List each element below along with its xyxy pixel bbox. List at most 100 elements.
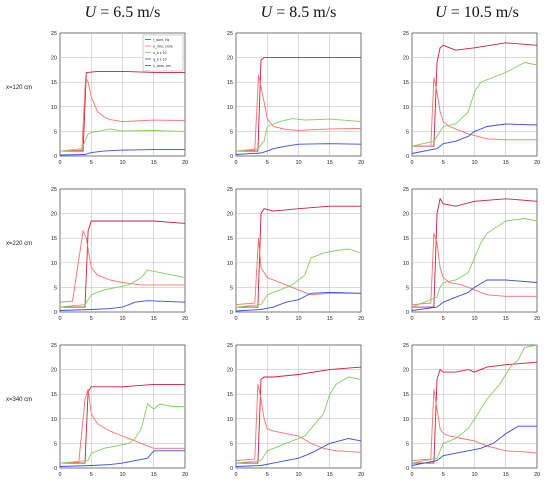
y-tick-label: 25 [227, 343, 233, 349]
series-line-green [411, 218, 538, 308]
chart-panel-6: 0 5 10 15 20 0 5 10 15 20 25 [403, 187, 540, 322]
y-tick-label: 15 [227, 80, 233, 86]
series-line-red [60, 383, 185, 464]
chart-panel-3: 0 5 10 15 20 0 5 10 15 20 25 [403, 31, 540, 166]
series-line-green [411, 62, 538, 147]
series-line-red [60, 220, 186, 308]
series-line-green [59, 128, 186, 152]
y-tick-label: 15 [403, 236, 409, 242]
x-tick-label: 15 [151, 316, 157, 322]
row-label-3: x=340 cm [6, 397, 33, 403]
y-tick-label: 10 [51, 261, 57, 267]
legend-entry: λ_dom, cm [153, 64, 171, 68]
y-tick-label: 20 [227, 56, 233, 62]
y-tick-label: 20 [403, 56, 409, 62]
y-tick-label: 5 [54, 285, 57, 291]
y-tick-label: 10 [403, 417, 409, 423]
series-line-pink [411, 233, 537, 306]
series-line-green [235, 376, 362, 464]
series-line-red [412, 42, 538, 147]
x-tick-label: 5 [90, 160, 93, 166]
y-tick-label: 0 [54, 154, 57, 160]
x-tick-label: 0 [234, 160, 237, 166]
legend-box [142, 34, 184, 72]
x-tick-label: 10 [471, 160, 477, 166]
series-line-pink [235, 384, 362, 462]
y-tick-label: 5 [230, 441, 233, 447]
legend-entry: u_k x 10 [153, 51, 167, 55]
column-value: = 6.5 m/s [96, 4, 161, 21]
series-line-red [236, 366, 362, 464]
y-tick-label: 5 [230, 285, 233, 291]
column-variable: U [260, 4, 273, 21]
series-line-pink [59, 75, 186, 152]
x-tick-label: 20 [534, 160, 540, 166]
row-label-1: x=120 cm [6, 85, 33, 91]
y-tick-label: 0 [230, 310, 233, 316]
y-tick-label: 15 [403, 392, 409, 398]
y-tick-label: 15 [403, 80, 409, 86]
y-tick-label: 10 [51, 417, 57, 423]
y-tick-label: 0 [54, 310, 57, 316]
legend-entry: u_rms, cm/s [153, 45, 173, 49]
y-tick-label: 0 [406, 466, 409, 472]
row-label-2: x=220 cm [6, 241, 33, 247]
series-line-pink [235, 74, 362, 152]
series-line-green [235, 248, 362, 308]
series-line-blue [235, 438, 362, 467]
x-tick-label: 15 [327, 316, 333, 322]
series-line-green [411, 344, 538, 464]
x-tick-label: 20 [182, 472, 188, 478]
y-tick-label: 25 [227, 187, 233, 193]
x-tick-label: 20 [182, 160, 188, 166]
series-line-pink [412, 77, 537, 147]
series-line-blue [411, 425, 537, 466]
series-line-pink [235, 238, 361, 306]
x-tick-label: 0 [234, 472, 237, 478]
x-tick-label: 5 [266, 316, 269, 322]
y-tick-label: 25 [227, 31, 233, 37]
y-tick-label: 5 [54, 129, 57, 135]
x-tick-label: 20 [534, 316, 540, 322]
x-tick-label: 0 [234, 316, 237, 322]
series-line-blue [59, 300, 186, 311]
legend-entry: f_dom, Hz [153, 38, 170, 42]
x-tick-label: 0 [410, 316, 413, 322]
y-tick-label: 25 [403, 187, 409, 193]
x-tick-label: 20 [358, 316, 364, 322]
x-tick-label: 5 [442, 316, 445, 322]
chart-panel-4: 0 5 10 15 20 0 5 10 15 20 25 [51, 187, 188, 322]
y-tick-label: 0 [54, 466, 57, 472]
x-tick-label: 15 [503, 472, 509, 478]
y-tick-label: 15 [51, 236, 57, 242]
series-line-red [236, 205, 361, 308]
x-tick-label: 0 [58, 160, 61, 166]
x-tick-label: 20 [182, 316, 188, 322]
y-tick-label: 15 [227, 392, 233, 398]
y-tick-label: 25 [51, 31, 57, 37]
x-tick-label: 5 [266, 472, 269, 478]
column-value: = 10.5 m/s [446, 4, 519, 21]
y-tick-label: 25 [51, 343, 57, 349]
y-tick-label: 20 [403, 368, 409, 374]
series-line-blue [235, 291, 362, 312]
column-variable: U [84, 4, 97, 21]
series-line-red [412, 361, 538, 464]
y-tick-label: 20 [227, 212, 233, 218]
x-tick-label: 5 [90, 472, 93, 478]
x-tick-label: 10 [295, 160, 301, 166]
y-tick-label: 0 [406, 310, 409, 316]
x-tick-label: 10 [295, 472, 301, 478]
x-tick-label: 10 [295, 316, 301, 322]
chart-panel-2: 0 5 10 15 20 0 5 10 15 20 25 [227, 31, 364, 166]
y-tick-label: 15 [51, 80, 57, 86]
x-tick-label: 5 [90, 316, 93, 322]
y-tick-label: 10 [51, 105, 57, 111]
x-tick-label: 0 [410, 472, 413, 478]
x-tick-label: 10 [471, 316, 477, 322]
series-line-blue [235, 143, 362, 155]
y-tick-label: 20 [51, 56, 57, 62]
x-tick-label: 15 [151, 160, 157, 166]
y-tick-label: 15 [227, 236, 233, 242]
chart-panel-7: 0 5 10 15 20 0 5 10 15 20 25 [51, 343, 188, 478]
